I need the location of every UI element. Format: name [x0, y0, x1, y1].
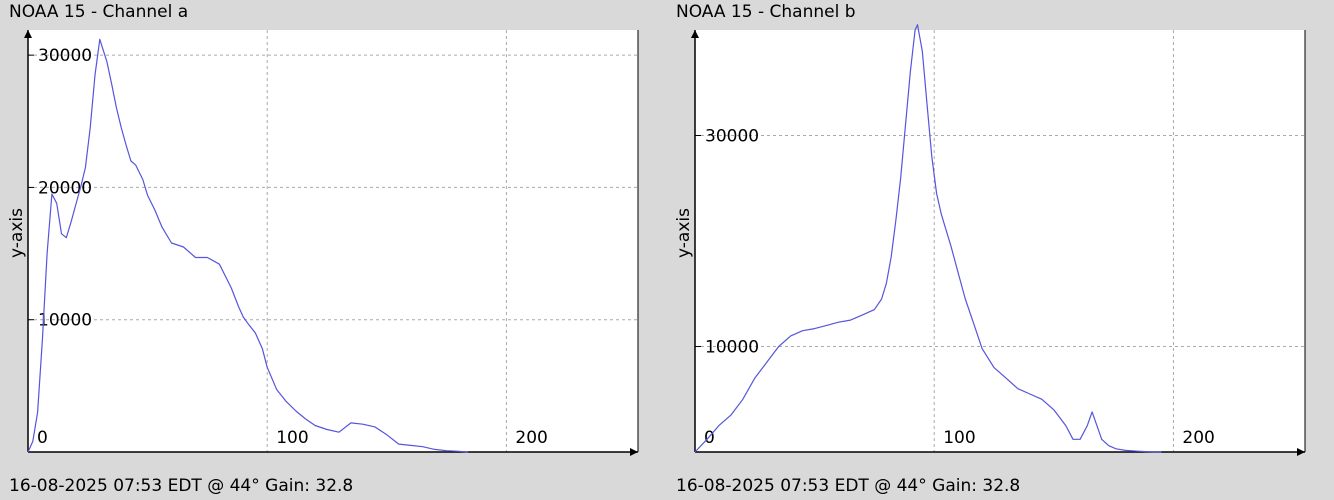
series-line: [27, 38, 469, 453]
series-line: [694, 24, 1162, 453]
x-axis-arrow: [630, 448, 638, 456]
x-tick-label: 0: [704, 428, 715, 448]
chart-panel-a: NOAA 15 - Channel a 0 100 200 10000 20000 300…: [7, 2, 639, 496]
y-tick-label: 10000: [705, 338, 759, 358]
chart-b-svg: 0 100 200 10000 30000 y-axis: [674, 24, 1306, 456]
y-axis-arrow: [691, 30, 699, 38]
plot-area: [695, 30, 1305, 452]
y-tick-label: 10000: [38, 311, 92, 331]
y-tick-label: 30000: [38, 46, 92, 66]
chart-title: NOAA 15 - Channel b: [676, 2, 856, 22]
y-tick-label: 30000: [705, 127, 759, 147]
y-tick-label: 20000: [38, 178, 92, 198]
y-axis-arrow: [24, 30, 32, 38]
y-axis-title: y-axis: [7, 208, 27, 258]
chart-panel-b: NOAA 15 - Channel b 0 100 200 10000 30000 y-a…: [667, 0, 1334, 500]
chart-footer: 16-08-2025 07:53 EDT @ 44° Gain: 32.8: [9, 476, 354, 496]
x-tick-label: 100: [276, 428, 308, 448]
chart-footer: 16-08-2025 07:53 EDT @ 44° Gain: 32.8: [676, 476, 1021, 496]
chart-a-svg: 0 100 200 10000 20000 30000 y-axis: [7, 30, 639, 456]
x-axis-arrow: [1297, 448, 1305, 456]
x-tick-label: 100: [943, 428, 975, 448]
y-axis-title: y-axis: [674, 208, 694, 258]
plot-area: [28, 30, 638, 452]
x-tick-label: 200: [1182, 428, 1214, 448]
x-tick-label: 0: [37, 428, 48, 448]
x-tick-label: 200: [515, 428, 547, 448]
chart-title: NOAA 15 - Channel a: [9, 2, 189, 22]
